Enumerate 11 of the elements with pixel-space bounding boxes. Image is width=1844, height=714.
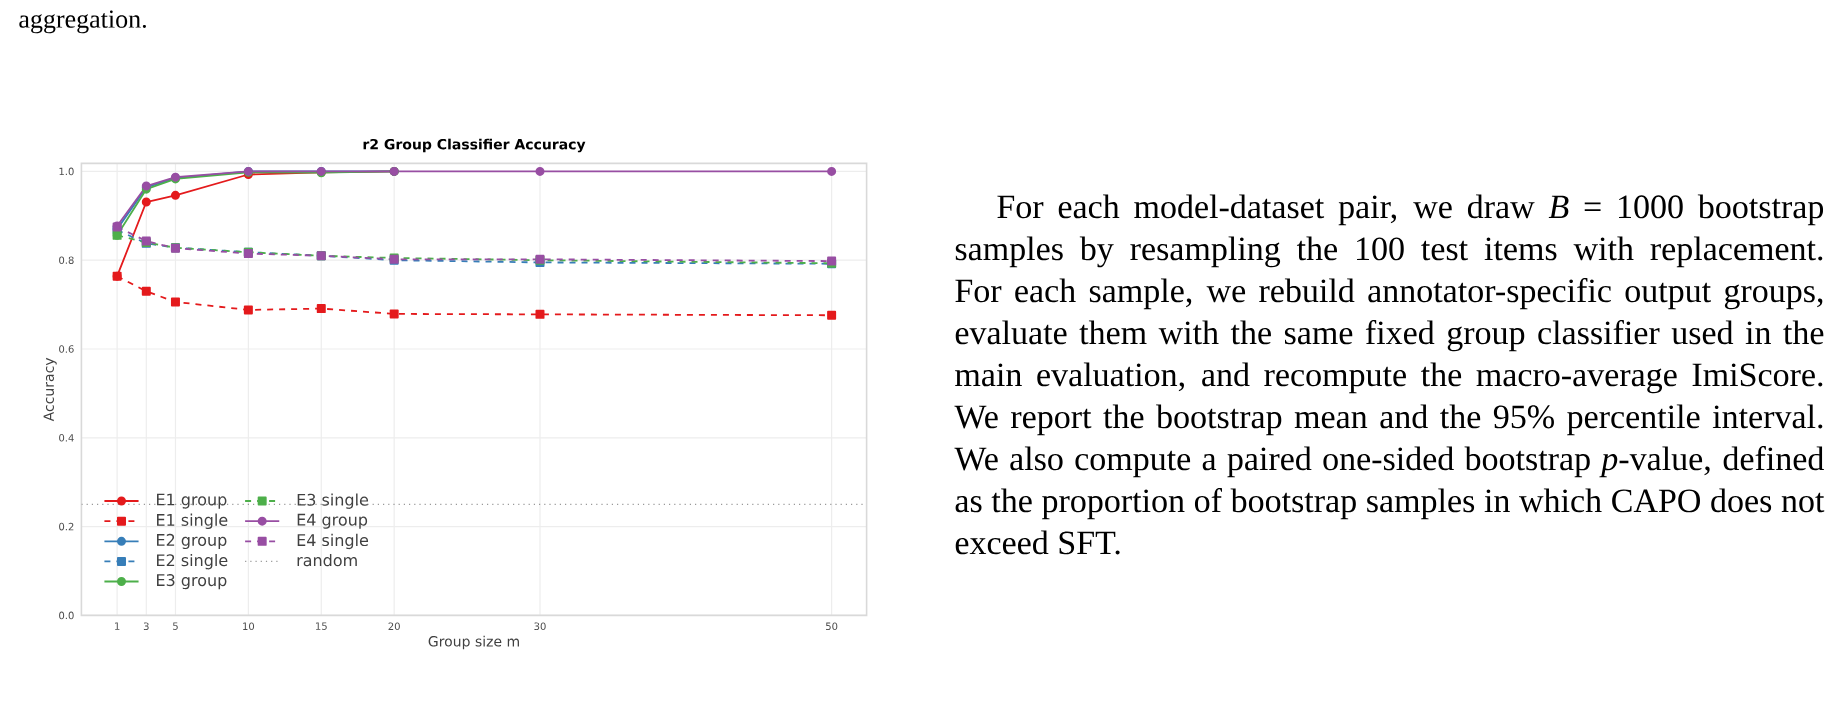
legend-label: random <box>297 553 357 567</box>
legend-label: E3 group <box>157 574 227 590</box>
legend-label: E4 group <box>297 513 368 529</box>
legend-label: E1 group <box>157 493 227 509</box>
text: For each model-dataset pair, we draw B = 1000 bootstrap samples by resampling the 100 test items with replacement. For each sample, we rebuild annotator-specific output groups, evaluate them with the same fixed group classifier used in the main evaluation, and recompute the macro-average ImiScore. We report the bootstrap mean and the 95% percentile interval. We also compute a paired one-sided bootstrap p-value, defined as the proportion of bootstrap samples in which CAPO does not exceed SFT. <box>954 194 1825 555</box>
legend-label: E2 single <box>157 553 228 570</box>
legend-label: E2 group <box>157 533 227 550</box>
legend-label: E4 single <box>297 533 369 550</box>
legend-label: E3 single <box>297 493 369 509</box>
text: aggregation. <box>19 10 146 34</box>
legend-label: E1 single <box>157 513 228 530</box>
